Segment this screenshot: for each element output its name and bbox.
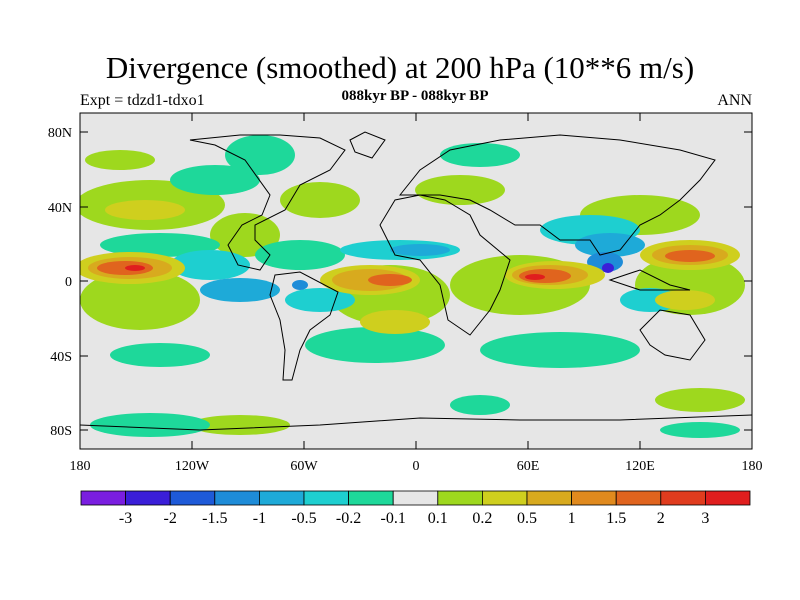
colorbar-swatch	[615, 490, 662, 506]
colorbar-swatch	[169, 490, 216, 506]
colorbar-swatch	[258, 490, 305, 506]
colorbar-swatch	[125, 490, 171, 506]
lat-tick-label: 80S	[50, 424, 72, 439]
divergence-field	[80, 131, 752, 438]
lat-tick-label: 0	[65, 275, 72, 290]
colorbar: -3 -2 -1.5 -1 -0.5 -0.2 -0.1 0.1 0.2 0.5 1 1.5 2 3	[80, 490, 751, 527]
season-label: ANN	[717, 92, 752, 109]
colorbar-swatch	[660, 490, 706, 506]
lon-tick-label: 120W	[175, 459, 210, 474]
colorbar-swatch	[481, 490, 528, 506]
colorbar-swatch	[214, 490, 260, 506]
lon-tick-label: 120E	[625, 459, 655, 474]
map-plot-area: 80N 40N 0 40S 80S 180 120W 60W 0 60E 120…	[48, 112, 763, 474]
colorbar-swatch	[348, 490, 394, 506]
lon-tick-label: 60E	[517, 459, 540, 474]
lat-tick-label: 40N	[48, 201, 72, 216]
colorbar-label: -0.1	[381, 510, 406, 527]
map-title: Divergence (smoothed) at 200 hPa (10**6 …	[105, 50, 695, 85]
colorbar-swatch	[303, 490, 349, 506]
lon-tick-labels: 180 120W 60W 0 60E 120E 180	[70, 459, 763, 474]
colorbar-label: 0.5	[517, 510, 537, 527]
negative-divergence-max	[602, 263, 614, 273]
colorbar-label: 1.5	[606, 510, 626, 527]
lon-tick-label: 0	[413, 459, 420, 474]
colorbar-swatch	[526, 490, 572, 506]
lon-tick-marks	[191, 113, 641, 449]
lon-tick-label: 180	[70, 459, 91, 474]
colorbar-label: 1	[568, 510, 576, 527]
negative-divergence-high	[200, 233, 645, 302]
colorbar-label: 3	[701, 510, 709, 527]
lon-tick-label: 180	[742, 459, 763, 474]
colorbar-label: 0.2	[472, 510, 492, 527]
coastlines	[80, 131, 752, 431]
colorbar-label: -3	[119, 510, 132, 527]
lat-tick-label: 40S	[50, 350, 72, 365]
negative-divergence-low	[90, 135, 740, 438]
colorbar-label: -0.2	[336, 510, 361, 527]
lat-tick-labels: 80N 40N 0 40S 80S	[48, 126, 72, 439]
colorbar-swatch	[392, 490, 439, 506]
positive-divergence-max	[125, 265, 545, 280]
colorbar-label: -0.5	[291, 510, 316, 527]
colorbar-swatch	[571, 490, 617, 506]
colorbar-swatch	[80, 490, 126, 506]
colorbar-label: 2	[657, 510, 665, 527]
colorbar-label: 0.1	[428, 510, 448, 527]
colorbar-swatch	[705, 490, 751, 506]
colorbar-label: -1	[253, 510, 266, 527]
lon-tick-label: 60W	[290, 459, 318, 474]
period-label: 088kyr BP - 088kyr BP	[341, 88, 489, 104]
colorbar-label: -1.5	[202, 510, 227, 527]
experiment-label: Expt = tdzd1-tdxo1	[80, 92, 205, 109]
lat-tick-marks	[80, 131, 752, 431]
colorbar-label: -2	[164, 510, 177, 527]
lat-tick-label: 80N	[48, 126, 72, 141]
colorbar-swatch	[437, 490, 483, 506]
